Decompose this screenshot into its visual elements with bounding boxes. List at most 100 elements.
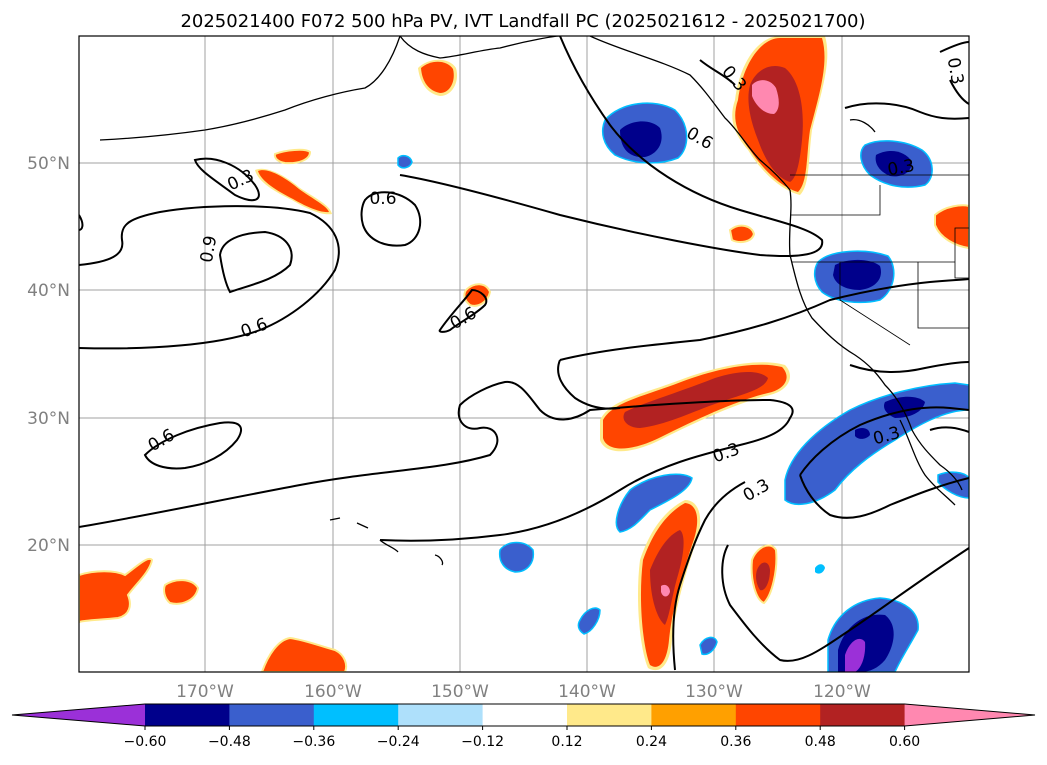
colorbar-segment [567, 704, 652, 726]
contour-0.3-ne-corner [939, 41, 969, 53]
lat-label: 50°N [27, 154, 70, 174]
anomaly-tropical-48 [650, 530, 684, 625]
neg-tiny [815, 564, 825, 574]
lon-label: 140°W [558, 682, 616, 702]
figure-title: 2025021400 F072 500 hPa PV, IVT Landfall… [180, 11, 865, 32]
contour-label: 0.9 [197, 234, 221, 264]
colorbar-segment [735, 704, 821, 726]
vancouver-island [849, 119, 876, 133]
colorbar-segment [398, 704, 484, 726]
contour-0.9 [218, 230, 293, 294]
anomaly-idaho [934, 204, 969, 250]
lon-label: 150°W [431, 682, 489, 702]
anomaly-17n-126w-48 [756, 562, 770, 591]
contour-edge-west [79, 214, 84, 231]
anomaly-44n [728, 224, 756, 243]
anomaly-aleutian [258, 170, 329, 213]
anomaly-bottom-center [260, 636, 348, 672]
border-wa-or [790, 185, 881, 216]
anomaly-lower-left [79, 557, 154, 624]
alaska-coast [99, 36, 401, 141]
anomaly-bc-coast-60 [752, 80, 779, 114]
lat-label: 40°N [27, 281, 70, 301]
neg-baja [784, 382, 969, 506]
neg-small-tropical-2 [699, 636, 718, 656]
contour-0.3-baja [799, 406, 969, 476]
contour-0.6-east [559, 278, 969, 361]
contour-0.3-southwest [929, 426, 969, 433]
map-background [79, 36, 969, 672]
anomaly-40n [463, 283, 492, 307]
neg-washington-core [875, 150, 912, 177]
colorbar-tick-label: 0.12 [551, 734, 582, 750]
alaska-gulf-coast [399, 36, 561, 59]
neg-tropical [615, 473, 693, 533]
hawaiian-islands [329, 517, 444, 566]
colorbar-extend-max [904, 704, 1035, 726]
lon-label: 120°W [813, 682, 871, 702]
contour-0.3-central [79, 380, 794, 542]
contour-0.3-ne-corner-b [949, 79, 969, 105]
colorbar-tick-label: −0.60 [124, 734, 167, 750]
colorbar-segment [482, 704, 568, 726]
colorbar-segment [820, 704, 906, 726]
colorbar-tick-label: −0.12 [461, 734, 504, 750]
baja-coast [899, 419, 956, 506]
anomaly-tropical-60 [661, 584, 670, 597]
neg-baja-core-2 [855, 427, 870, 439]
neg-nor-cal-core [833, 259, 882, 290]
contour-0.6-sw [143, 421, 242, 470]
contour-0.3-baja-b [799, 474, 969, 519]
map-panel: 0.3 0.6 0.9 0.6 0.6 0.6 0.3 0.6 0.3 0.3 … [78, 35, 970, 673]
contour-0.3-bc [699, 59, 736, 86]
contour-0.3-southeast [721, 544, 969, 662]
lat-label: 20°N [27, 536, 70, 556]
colorbar: −0.60 −0.48 −0.36 −0.24 −0.12 0.12 0.24 0.36 0.4… [11, 703, 1036, 750]
contour-0.6-north [399, 36, 824, 258]
colorbar-segment [145, 704, 230, 726]
anomaly-goa [421, 61, 454, 93]
lon-label: 130°W [685, 682, 743, 702]
contour-0.6-west [79, 205, 340, 350]
colorbar-segment [313, 704, 399, 726]
contour-0.6-small [438, 288, 488, 333]
colorbar-segment [229, 704, 315, 726]
colorbar-tick-label: −0.24 [377, 734, 420, 750]
bc-coast [589, 36, 791, 191]
colorbar-tick-label: −0.36 [292, 734, 335, 750]
gridlines [79, 36, 969, 672]
map-frame [78, 35, 970, 673]
colorbar-tick-label: 0.60 [889, 734, 920, 750]
neg-small-tropical [577, 607, 601, 635]
contour-0.3-canada [844, 102, 969, 120]
lon-tick-labels: 170°W 160°W 150°W 140°W 130°W 120°W [176, 682, 871, 702]
lon-label: 170°W [176, 682, 234, 702]
neg-bottom-right-min [845, 638, 866, 672]
lat-label: 30°N [27, 409, 70, 429]
colorbar-extend-min [12, 704, 145, 726]
contour-label: 0.3 [943, 56, 967, 86]
lat-tick-labels: 50°N 40°N 30°N 20°N [27, 154, 70, 556]
contour-0.6-east-b [557, 359, 621, 410]
contour-label: 0.6 [369, 189, 396, 209]
colorbar-tick-label: −0.48 [208, 734, 251, 750]
contour-0.3-south [672, 481, 746, 671]
state-borders [790, 174, 969, 346]
contour-0.6-mid [360, 191, 422, 247]
border-utah [954, 227, 969, 279]
neg-mexico [937, 471, 969, 499]
colorbar-segment [651, 704, 737, 726]
colorbar-tick-label: 0.24 [636, 734, 667, 750]
colorbar-tick-label: 0.36 [720, 734, 751, 750]
contour-label: 0.3 [886, 156, 916, 180]
lon-label: 160°W [304, 682, 362, 702]
border-ca-nv [839, 262, 911, 346]
contour-0.3-aleutian [193, 157, 260, 202]
contour-lines [79, 36, 969, 671]
neg-hawaii-east [498, 541, 535, 573]
contour-0.3-sw-us [849, 361, 969, 373]
anomaly-lower-left-2 [163, 579, 200, 605]
neg-small-50n [397, 154, 413, 169]
colorbar-tick-label: 0.48 [805, 734, 836, 750]
